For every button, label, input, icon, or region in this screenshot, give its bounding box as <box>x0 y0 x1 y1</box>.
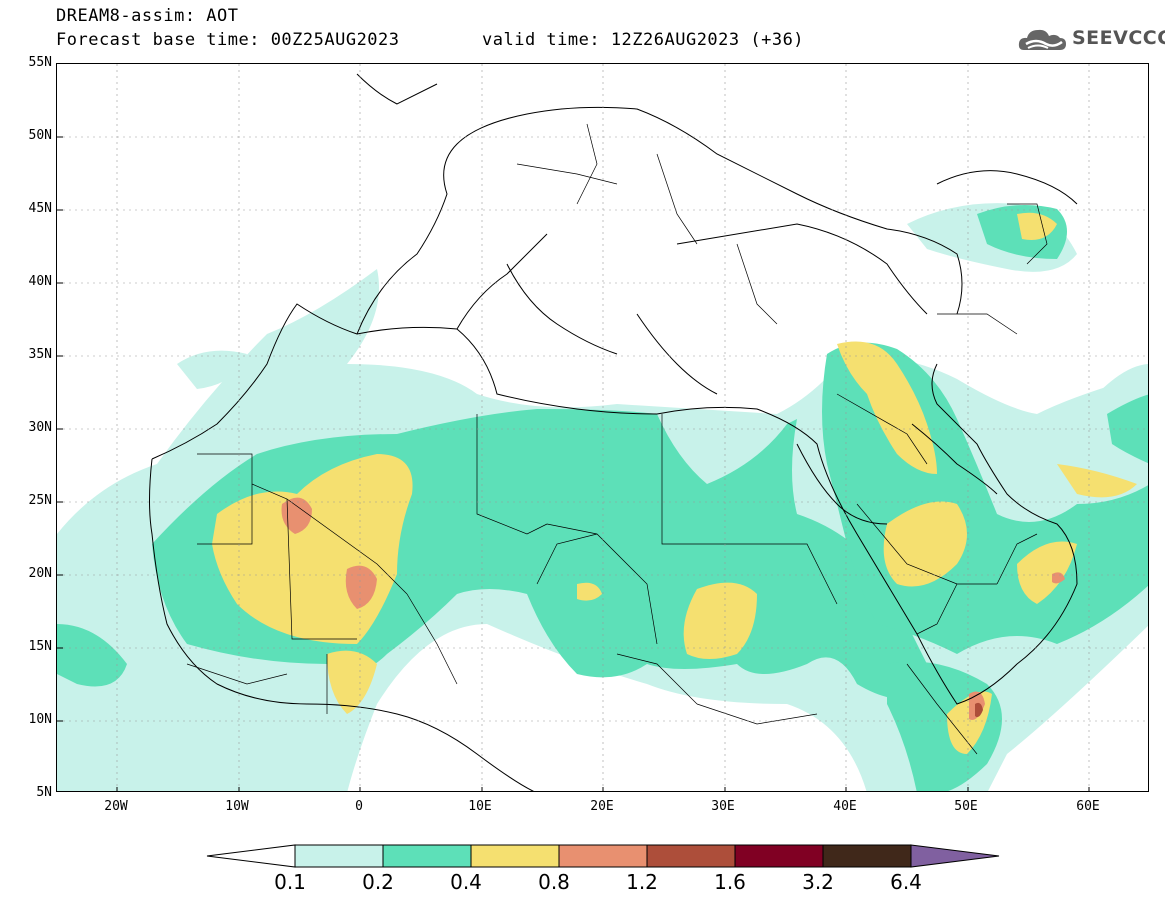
colorbar-swatch <box>558 844 648 868</box>
forecast-base-time: Forecast base time: 00Z25AUG2023 <box>56 30 400 50</box>
lon-label: 40E <box>833 799 857 814</box>
cloud-icon <box>1018 29 1066 50</box>
lat-label: 10N <box>28 712 52 727</box>
colorbar-label: 1.2 <box>626 870 658 894</box>
aot-level-1.2 <box>975 702 983 718</box>
colorbar-swatch <box>822 844 912 868</box>
colorbar-arrow-high <box>910 844 1000 868</box>
lon-label: 20W <box>104 799 128 814</box>
colorbar-swatch <box>382 844 472 868</box>
lat-label: 25N <box>28 493 52 508</box>
axis-ticks <box>57 136 1090 791</box>
colorbar-swatch <box>470 844 560 868</box>
lat-label: 15N <box>28 639 52 654</box>
colorbar-svg <box>206 844 1000 868</box>
map-title: DREAM8-assim: AOT <box>56 6 239 26</box>
colorbar-arrow-low <box>206 844 296 868</box>
lon-label: 60E <box>1076 799 1100 814</box>
country-borders <box>186 123 1048 755</box>
lat-label: 5N <box>36 785 52 800</box>
lat-label: 40N <box>28 274 52 289</box>
colorbar-label: 0.1 <box>274 870 306 894</box>
lat-label: 50N <box>28 128 52 143</box>
colorbar-label: 3.2 <box>802 870 834 894</box>
map-canvas <box>57 64 1148 791</box>
lon-label: 0 <box>355 799 363 814</box>
colorbar-label: 6.4 <box>890 870 922 894</box>
colorbar-label: 0.4 <box>450 870 482 894</box>
colorbar-label: 0.2 <box>362 870 394 894</box>
lat-label: 55N <box>28 55 52 70</box>
lon-label: 30E <box>711 799 735 814</box>
colorbar-swatch <box>294 844 384 868</box>
lon-label: 10E <box>468 799 492 814</box>
seevccc-logo: SEEVCCC <box>1016 24 1165 56</box>
logo-text: SEEVCCC <box>1072 27 1165 49</box>
lon-label: 10W <box>225 799 249 814</box>
lat-label: 30N <box>28 420 52 435</box>
lon-label: 20E <box>590 799 614 814</box>
lon-label: 50E <box>954 799 978 814</box>
graticule <box>57 64 1148 791</box>
aot-map <box>56 63 1149 792</box>
lat-label: 35N <box>28 347 52 362</box>
colorbar-label: 0.8 <box>538 870 570 894</box>
valid-time: valid time: 12Z26AUG2023 (+36) <box>482 30 805 50</box>
colorbar-label: 1.6 <box>714 870 746 894</box>
coastlines <box>149 73 1078 791</box>
lat-label: 45N <box>28 201 52 216</box>
lat-label: 20N <box>28 566 52 581</box>
colorbar-swatch <box>734 844 824 868</box>
colorbar-swatch <box>646 844 736 868</box>
colorbar <box>205 843 1000 869</box>
